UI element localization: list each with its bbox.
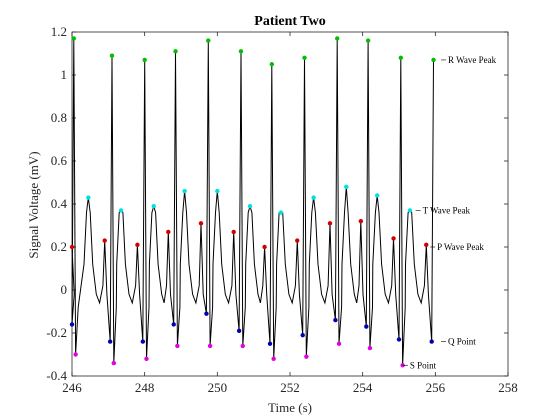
x-axis-label: Time (s) [268,400,312,415]
y-tick-label: -0.2 [46,325,67,340]
x-tick-label: 254 [353,380,373,395]
y-tick-label: 0.6 [51,153,68,168]
r-wave-peak-marker [335,36,340,41]
annotation-label: Q Point [448,337,476,347]
chart-title: Patient Two [254,14,325,29]
x-tick-label: 258 [498,380,518,395]
y-tick-label: 1.2 [51,24,67,39]
r-wave-peak-marker [109,53,115,58]
s-point-marker [240,343,245,349]
y-tick-label: 0.4 [51,196,68,211]
annotation-label: T Wave Peak [423,205,471,215]
r-wave-peak-marker [142,57,147,63]
r-wave-peak-marker [431,57,436,63]
q-point-marker [396,337,402,342]
x-tick-label: 248 [135,380,155,395]
t-wave-peak-marker [151,203,156,209]
r-wave-peak-marker [173,49,178,54]
s-point-marker [336,341,342,346]
y-tick-label: 1 [61,67,68,82]
p-wave-peak-marker [295,238,300,243]
s-point-marker [304,354,309,359]
t-wave-peak-marker [344,184,349,189]
t-wave-peak-marker [407,208,413,213]
p-wave-peak-marker [231,229,236,235]
p-wave-peak-marker [69,244,75,250]
r-wave-peak-marker [238,49,244,54]
x-tick-label: 250 [208,380,228,395]
t-wave-peak-marker [247,203,253,209]
ecg-signal-line [71,38,434,366]
t-wave-peak-marker [215,188,220,194]
s-point-marker [271,356,276,361]
annotation-label: R Wave Peak [448,55,497,65]
p-wave-peak-marker [358,219,364,224]
y-axis-label: Signal Voltage (mV) [26,151,41,258]
p-wave-peak-marker [327,221,333,226]
t-wave-peak-marker [86,195,91,200]
q-point-marker [429,339,434,344]
r-wave-peak-marker [206,38,211,43]
s-point-marker [144,356,149,361]
t-wave-peak-marker [278,210,284,215]
p-wave-peak-marker [262,244,267,250]
y-tick-label: 0.8 [51,110,67,125]
r-wave-peak-marker [269,62,275,67]
q-point-marker [140,339,146,344]
r-wave-peak-marker [71,36,77,41]
t-wave-peak-marker [375,193,380,198]
s-point-marker [73,352,78,357]
q-point-marker [267,341,273,346]
q-point-marker [236,328,242,334]
y-tick-label: -0.4 [46,368,67,383]
plot-area: 246 248 250 252 254 256 258 -0.4 -0.2 0 0.2 0.4 0.6 0… [46,24,517,395]
x-tick-label: 246 [62,380,82,395]
x-tick-label: 252 [280,380,300,395]
q-point-marker [69,322,75,327]
q-point-marker [300,332,305,338]
t-wave-peak-marker [182,188,187,194]
s-point-marker [400,363,405,368]
annotation-label: P Wave Peak [437,242,484,252]
s-point-marker [175,343,180,349]
p-wave-peak-marker [135,242,140,248]
p-wave-peak-marker [198,221,204,226]
p-wave-peak-marker [102,238,107,243]
y-tick-label: 0.2 [51,239,67,254]
t-wave-peak-marker [311,195,316,200]
s-point-marker [111,360,116,366]
p-wave-peak-marker [166,229,171,235]
q-point-marker [107,339,113,344]
p-wave-peak-marker [424,242,429,248]
p-wave-peak-marker [391,236,396,241]
q-point-marker [171,322,176,327]
q-point-marker [333,317,338,323]
q-point-marker [204,311,209,316]
r-wave-peak-marker [398,55,404,60]
q-point-marker [364,324,369,329]
s-point-marker [207,343,213,349]
x-tick-label: 256 [426,380,446,395]
r-wave-peak-marker [365,38,371,43]
t-wave-peak-marker [118,208,124,213]
annotation-label: S Point [410,360,437,370]
s-point-marker [367,345,373,351]
r-wave-peak-marker [302,55,307,60]
y-tick-label: 0 [61,282,68,297]
